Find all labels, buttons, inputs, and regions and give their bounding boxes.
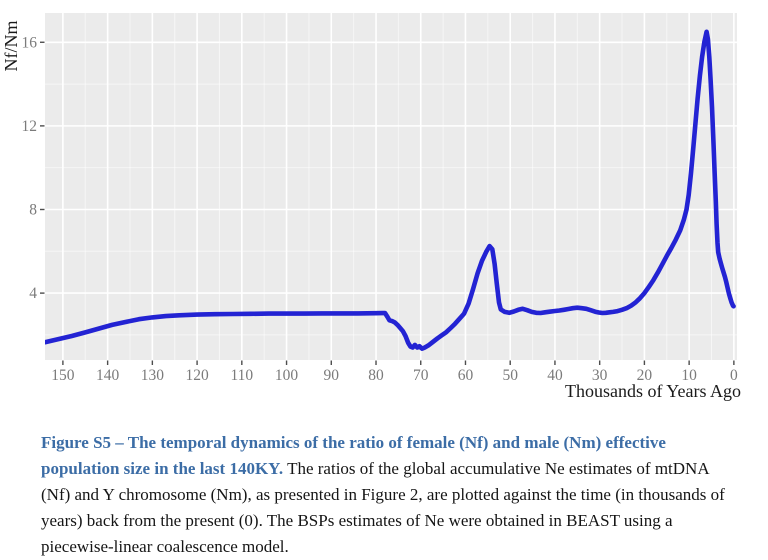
x-tick-label: 100 [275,367,299,384]
y-tick-label: 12 [22,118,38,135]
y-tick-label: 4 [29,285,37,302]
y-tick-label: 16 [22,34,38,51]
x-tick-label: 20 [637,367,653,384]
plot-panel [45,13,737,360]
figure-caption: Figure S5 – The temporal dynamics of the… [41,430,739,560]
x-tick-label: 50 [502,367,518,384]
y-tick-label: 8 [29,201,37,218]
x-tick-label: 30 [592,367,608,384]
data-line-nf-nm-ratio [45,29,736,352]
y-axis-title: Nf/Nm [1,21,21,72]
x-tick-label: 120 [185,367,209,384]
x-tick-label: 150 [51,367,75,384]
x-tick-label: 80 [368,367,384,384]
x-tick-label: 130 [141,367,165,384]
line-chart: 150 140 130 120 110 100 90 80 70 60 50 40 30 20 10 0481… [1,13,741,401]
x-tick-label: 140 [96,367,120,384]
x-tick-label: 90 [324,367,340,384]
x-tick-label: 110 [230,367,253,384]
x-axis-title: Thousands of Years Ago [565,381,741,401]
x-tick-label: 70 [413,367,429,384]
caption-body: The ratios of the global accumulative Ne… [41,459,725,556]
x-tick-label: 40 [547,367,563,384]
x-tick-label: 0 [730,367,738,384]
caption-title: Figure S5 – The temporal dynamics of the… [41,433,666,478]
x-tick-label: 60 [458,367,474,384]
x-tick-label: 10 [681,367,697,384]
